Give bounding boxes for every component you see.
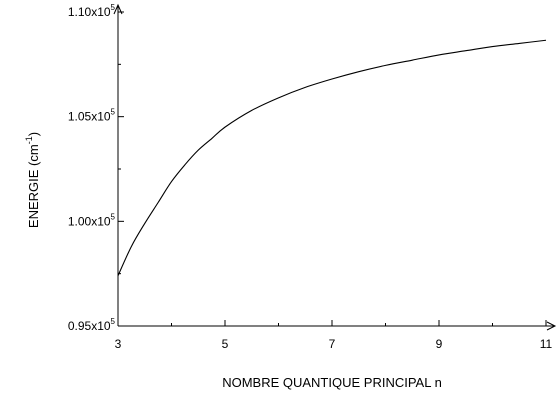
axes xyxy=(114,5,555,330)
x-tick-label: 7 xyxy=(329,337,336,351)
x-tick-label: 11 xyxy=(540,337,553,351)
x-tick-label: 9 xyxy=(436,337,443,351)
ticks: 3 5 7 9 11 0.95x105 1.00x105 1.05x105 1.10x105 xyxy=(68,3,553,351)
y-axis-label-text: ENERGIE (cm xyxy=(26,144,41,228)
y-axis-label-close: ) xyxy=(26,132,41,136)
y-axis-label-exponent: -1 xyxy=(24,136,34,144)
labels: NOMBRE QUANTIQUE PRINCIPAL n ENERGIE (cm… xyxy=(24,132,442,390)
y-tick-label: 0.95x105 xyxy=(68,317,116,333)
y-tick-label: 1.10x105 xyxy=(68,3,116,19)
y-axis-label: ENERGIE (cm-1) xyxy=(24,132,41,228)
series xyxy=(118,40,546,276)
x-tick-label: 5 xyxy=(222,337,229,351)
y-tick-label: 1.05x105 xyxy=(68,108,116,124)
y-tick-label: 1.00x105 xyxy=(68,212,116,228)
x-tick-label: 3 xyxy=(115,337,122,351)
series-line xyxy=(118,40,546,276)
x-axis-label: NOMBRE QUANTIQUE PRINCIPAL n xyxy=(222,375,442,390)
